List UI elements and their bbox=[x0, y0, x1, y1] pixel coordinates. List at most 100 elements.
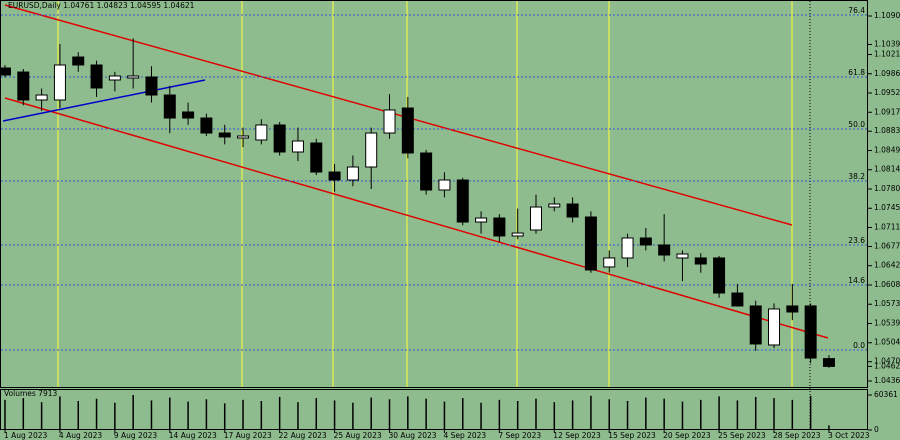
fib-label: 50.0 bbox=[848, 120, 865, 129]
candle-body bbox=[145, 76, 158, 96]
candle-body bbox=[621, 237, 634, 259]
candle-body bbox=[182, 111, 195, 119]
candle-body bbox=[365, 132, 378, 168]
volume-title: Volumes 7913 bbox=[4, 389, 58, 398]
candle-body bbox=[438, 179, 451, 191]
candle-body bbox=[456, 179, 469, 223]
candle-body bbox=[639, 237, 652, 246]
y-tick-label: 1.09520 bbox=[874, 88, 900, 97]
y-tick-label: 1.07455 bbox=[874, 203, 900, 212]
x-tick-label: 4 Aug 2023 bbox=[59, 431, 102, 440]
x-tick-label: 3 Oct 2023 bbox=[828, 431, 870, 440]
candle-body bbox=[529, 206, 542, 231]
candle-body bbox=[255, 124, 268, 141]
x-tick-label: 28 Sep 2023 bbox=[773, 431, 821, 440]
candle-body bbox=[35, 94, 48, 101]
y-tick-label: 1.08145 bbox=[874, 165, 900, 174]
x-tick-label: 9 Aug 2023 bbox=[114, 431, 157, 440]
plot: 1.10900 1.10390 1.10210 1.09865 1.09520 1.091… bbox=[0, 6, 900, 440]
y-tick-label: 1.06425 bbox=[874, 261, 900, 270]
candle-body bbox=[200, 117, 213, 134]
y-tick-label: 1.10210 bbox=[874, 50, 900, 59]
candle-body bbox=[511, 232, 524, 237]
x-tick-label: 14 Aug 2023 bbox=[169, 431, 217, 440]
y-tick-label: 1.05045 bbox=[874, 338, 900, 347]
candle-body bbox=[713, 257, 726, 294]
candle-body bbox=[804, 305, 817, 359]
candle-body bbox=[658, 244, 671, 256]
y-tick-label: 1.04705 bbox=[874, 357, 900, 366]
candle-body bbox=[548, 203, 561, 208]
candle-body bbox=[218, 132, 231, 138]
candle-body bbox=[749, 305, 762, 345]
candle-body bbox=[90, 64, 103, 89]
y-tick-label: 1.05735 bbox=[874, 299, 900, 308]
y-tick-label: 1.07800 bbox=[874, 184, 900, 193]
y-tick-label: 1.09175 bbox=[874, 107, 900, 116]
y-tick-label: 1.06080 bbox=[874, 280, 900, 289]
candle-body bbox=[346, 166, 359, 181]
candle-body bbox=[0, 67, 11, 76]
candle-body bbox=[273, 124, 286, 153]
candle-body bbox=[475, 217, 488, 223]
candle-body bbox=[566, 203, 579, 218]
x-tick-label: 1 Aug 2023 bbox=[4, 431, 47, 440]
candle-body bbox=[163, 94, 176, 119]
candle-body bbox=[291, 140, 304, 153]
y-tick-label: 1.07110 bbox=[874, 223, 900, 232]
candle-body bbox=[676, 253, 689, 259]
trend-line bbox=[2, 79, 206, 122]
x-tick-label: 30 Aug 2023 bbox=[389, 431, 437, 440]
candle-body bbox=[237, 135, 250, 139]
y-tick-label: 1.06770 bbox=[874, 241, 900, 250]
candle-body bbox=[127, 75, 140, 79]
candle-body bbox=[383, 109, 396, 134]
fib-label: 0.0 bbox=[853, 341, 865, 350]
price-frame bbox=[0, 0, 868, 388]
x-tick-label: 17 Aug 2023 bbox=[224, 431, 272, 440]
x-tick-label: 15 Sep 2023 bbox=[608, 431, 656, 440]
x-tick-label: 20 Sep 2023 bbox=[663, 431, 711, 440]
fib-label: 38.2 bbox=[848, 172, 865, 181]
candle-body bbox=[17, 71, 30, 101]
x-tick-label: 22 Aug 2023 bbox=[279, 431, 327, 440]
x-tick-label: 25 Sep 2023 bbox=[718, 431, 766, 440]
candle-body bbox=[53, 64, 66, 101]
y-tick-label: 1.08490 bbox=[874, 145, 900, 154]
y-tick-label: 1.04360 bbox=[874, 376, 900, 385]
y-tick-label: 1.10390 bbox=[874, 39, 900, 48]
candle-body bbox=[731, 292, 744, 307]
volume-tick-label: 0 bbox=[874, 425, 879, 434]
candle-body bbox=[310, 142, 323, 173]
x-tick-label: 25 Aug 2023 bbox=[334, 431, 382, 440]
candle-body bbox=[786, 305, 799, 313]
candle-body bbox=[822, 358, 835, 367]
volume-tick-label: 60361 bbox=[874, 390, 898, 399]
candle-body bbox=[108, 75, 121, 81]
candle-body bbox=[603, 257, 616, 268]
channel-upper bbox=[4, 4, 793, 226]
candle-body bbox=[420, 152, 433, 191]
channel-lower bbox=[4, 97, 829, 339]
candle-body bbox=[584, 216, 597, 271]
fib-label: 61.8 bbox=[848, 68, 865, 77]
y-tick-label: 1.09865 bbox=[874, 69, 900, 78]
x-tick-label: 4 Sep 2023 bbox=[443, 431, 486, 440]
candle-body bbox=[401, 107, 414, 154]
y-tick-label: 1.05390 bbox=[874, 318, 900, 327]
candle-body bbox=[328, 171, 341, 181]
y-tick-label: 1.04621 bbox=[874, 361, 900, 370]
x-tick-label: 12 Sep 2023 bbox=[553, 431, 601, 440]
candle-body bbox=[493, 217, 506, 237]
volume-frame bbox=[0, 389, 868, 430]
x-tick-label: 7 Sep 2023 bbox=[498, 431, 541, 440]
fib-label: 76.4 bbox=[848, 6, 865, 15]
candle-body bbox=[72, 56, 85, 66]
fib-label: 14.6 bbox=[848, 276, 865, 285]
candle-body bbox=[694, 257, 707, 265]
candle-body bbox=[768, 308, 781, 346]
y-tick-label: 1.08835 bbox=[874, 126, 900, 135]
y-tick-label: 1.10900 bbox=[874, 11, 900, 20]
